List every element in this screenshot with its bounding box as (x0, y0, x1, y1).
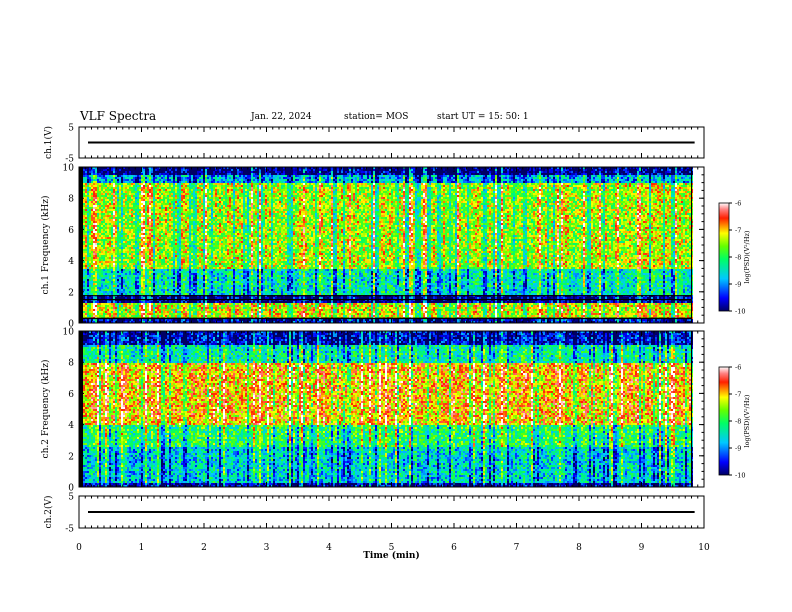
y-tick-label: 0 (68, 484, 74, 494)
no-data-region (691, 331, 704, 487)
station-label: station= MOS (344, 112, 408, 122)
colorbar-tick-label: -8 (735, 254, 741, 262)
y-axis-label: ch.1 Frequency (kHz) (40, 196, 51, 295)
colorbar-gradient (718, 366, 730, 476)
spectrogram-2 (79, 331, 704, 487)
y-tick-label: 2 (68, 288, 74, 298)
y-tick-label: 2 (68, 452, 74, 462)
x-tick-label: 6 (451, 543, 457, 553)
colorbar-tick-label: -10 (735, 472, 745, 480)
colorbar-tick-label: -6 (735, 200, 741, 208)
colorbar-tick-label: -10 (735, 308, 745, 316)
y-tick-label: 4 (68, 257, 74, 267)
no-data-region (691, 167, 704, 323)
colorbar-tick-label: -7 (735, 227, 741, 235)
colorbar-tick-label: -7 (735, 391, 741, 399)
colorbar-tick-label: -9 (735, 281, 741, 289)
y-tick-label: 5 (68, 493, 74, 503)
colorbar-label: log(PSD)(V²/Hz) (743, 230, 751, 283)
x-tick-label: 0 (76, 543, 82, 553)
y-tick-label: 4 (68, 421, 74, 431)
x-tick-label: 8 (576, 543, 582, 553)
y-tick-label: -5 (65, 525, 74, 535)
ch1-band-lines (83, 295, 692, 320)
y-axis-label: ch.2(V) (43, 496, 54, 529)
x-tick-label: 2 (201, 543, 207, 553)
x-tick-label: 4 (326, 543, 332, 553)
x-tick-label: 9 (639, 543, 645, 553)
x-axis-label: Time (min) (363, 550, 420, 561)
y-tick-label: 6 (68, 226, 74, 236)
colorbar-1: -6 -7 -8 -9 -10 log(PSD)(V²/Hz) (718, 200, 751, 316)
date-label: Jan. 22, 2024 (251, 112, 312, 122)
colorbar-tick-label: -8 (735, 418, 741, 426)
panel-2: 0 2 4 6 8 10 ch.1 Frequency (kHz) (40, 164, 705, 330)
panel-4: 5 -5 ch.2(V) 0 1 2 3 4 5 6 7 8 9 10 Time (min) (43, 493, 710, 562)
x-tick-label: 10 (698, 543, 710, 553)
panel-1: 5 -5 ch.1(V) (43, 124, 705, 165)
x-tick-label: 5 (389, 543, 395, 553)
y-tick-label: 10 (63, 164, 75, 174)
y-tick-label: 8 (68, 195, 74, 205)
y-tick-label: 8 (68, 359, 74, 369)
y-tick-label: 5 (68, 124, 74, 134)
y-tick-label: 0 (68, 320, 74, 330)
x-tick-label: 7 (514, 543, 520, 553)
chart-title: VLF Spectra (80, 109, 156, 123)
colorbar-tick-label: -6 (735, 364, 741, 372)
spectrogram-1 (79, 167, 704, 323)
y-tick-label: -5 (65, 155, 74, 165)
y-tick-label: 6 (68, 390, 74, 400)
x-tick-label: 1 (139, 543, 145, 553)
colorbar-gradient (718, 202, 730, 312)
y-tick-label: 10 (63, 328, 75, 338)
panel-3: 0 2 4 6 8 10 ch.2 Frequency (kHz) (40, 328, 705, 494)
y-axis-label: ch.1(V) (43, 126, 54, 159)
x-tick-label: 3 (264, 543, 270, 553)
colorbar-label: log(PSD)(V²/Hz) (743, 394, 751, 447)
colorbar-2: -6 -7 -8 -9 -10 log(PSD)(V²/Hz) (718, 364, 751, 480)
start-time-label: start UT = 15: 50: 1 (437, 112, 529, 122)
y-axis-label: ch.2 Frequency (kHz) (40, 360, 51, 459)
colorbar-tick-label: -9 (735, 445, 741, 453)
